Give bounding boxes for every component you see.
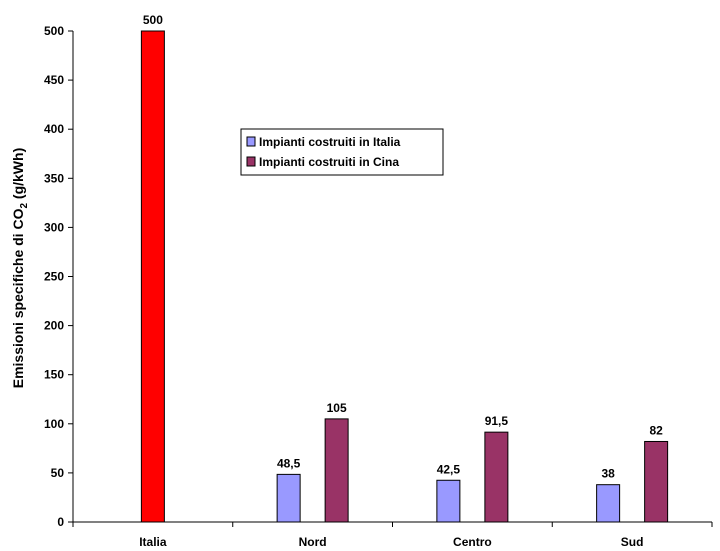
y-tick-label: 300	[44, 220, 64, 234]
legend-swatch	[246, 156, 256, 167]
y-tick-label: 200	[44, 319, 64, 333]
legend-box	[240, 128, 444, 176]
data-label: 105	[327, 401, 347, 415]
x-tick-label: Nord	[299, 535, 327, 549]
data-label: 48,5	[277, 456, 301, 470]
y-tick-label: 150	[44, 368, 64, 382]
x-tick-label: Sud	[621, 535, 644, 549]
y-tick-label: 500	[44, 24, 64, 38]
y-tick-label: 0	[57, 515, 64, 529]
x-tick-label: Italia	[139, 535, 167, 549]
data-label: 91,5	[485, 414, 509, 428]
legend-label: Impianti costruiti in Cina	[259, 155, 399, 169]
bar	[436, 479, 461, 523]
data-label: 82	[649, 423, 663, 437]
y-axis-title: Emissioni specifiche di CO2 (g/kWh)	[10, 148, 30, 389]
y-tick-label: 400	[44, 122, 64, 136]
y-tick-label: 50	[51, 466, 65, 480]
x-tick-label: Centro	[453, 535, 492, 549]
data-label: 500	[143, 13, 163, 27]
bar	[276, 473, 301, 523]
y-tick-label: 250	[44, 270, 64, 284]
bar	[324, 418, 349, 523]
bar	[644, 440, 669, 523]
data-label: 38	[601, 467, 615, 481]
plot-area: 0 50 100 150 200 250 300 350 400 450 500 Italia Nord…	[44, 13, 713, 549]
y-tick-label: 350	[44, 171, 64, 185]
bar	[140, 30, 165, 523]
y-tick-label: 100	[44, 417, 64, 431]
legend: Impianti costruiti in Italia Impianti cos…	[240, 128, 444, 176]
legend-swatch	[246, 136, 256, 147]
bar	[596, 484, 621, 523]
bar	[484, 431, 509, 523]
data-label: 42,5	[437, 462, 461, 476]
y-tick-label: 450	[44, 73, 64, 87]
legend-label: Impianti costruiti in Italia	[259, 135, 401, 149]
